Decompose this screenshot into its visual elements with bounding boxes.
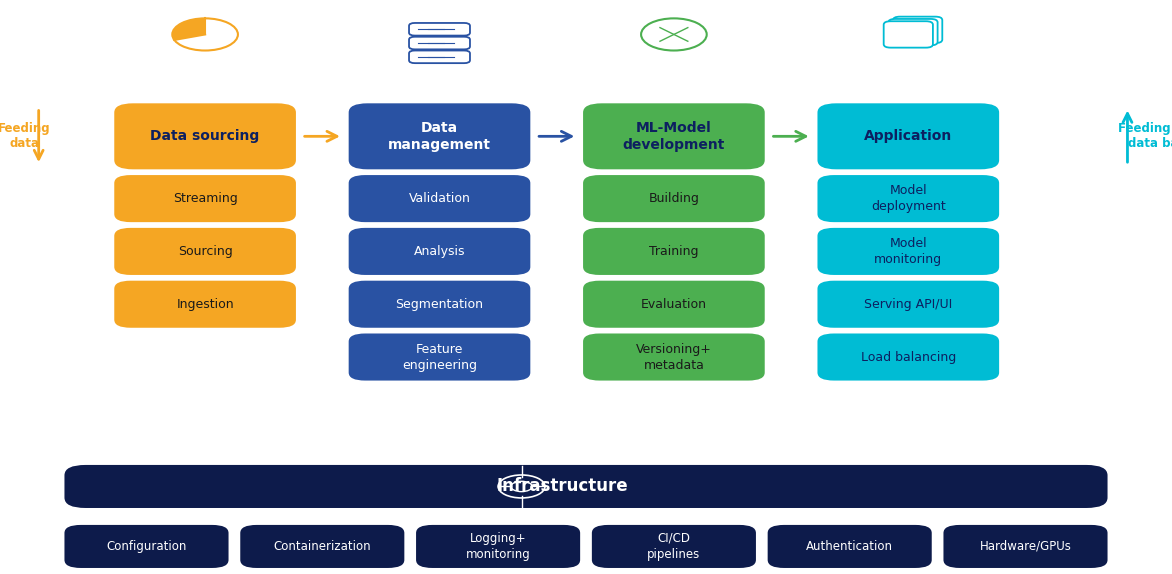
Text: Streaming: Streaming xyxy=(172,192,238,205)
FancyBboxPatch shape xyxy=(818,175,999,222)
FancyBboxPatch shape xyxy=(416,525,580,568)
Text: Ingestion: Ingestion xyxy=(176,298,234,311)
FancyBboxPatch shape xyxy=(64,465,1108,508)
FancyBboxPatch shape xyxy=(893,17,942,43)
Text: Application: Application xyxy=(864,129,953,144)
FancyBboxPatch shape xyxy=(349,103,530,169)
Text: Training: Training xyxy=(649,245,699,258)
FancyBboxPatch shape xyxy=(349,228,530,275)
FancyBboxPatch shape xyxy=(582,333,764,381)
FancyBboxPatch shape xyxy=(818,333,999,381)
Wedge shape xyxy=(172,18,205,40)
FancyBboxPatch shape xyxy=(888,19,938,45)
FancyBboxPatch shape xyxy=(818,103,999,169)
Text: Configuration: Configuration xyxy=(107,540,186,553)
FancyBboxPatch shape xyxy=(818,281,999,328)
FancyBboxPatch shape xyxy=(768,525,932,568)
FancyBboxPatch shape xyxy=(592,525,756,568)
Text: CI/CD
pipelines: CI/CD pipelines xyxy=(647,532,701,561)
FancyBboxPatch shape xyxy=(582,103,764,169)
Text: Feeding
data: Feeding data xyxy=(0,122,50,150)
FancyBboxPatch shape xyxy=(114,175,295,222)
FancyBboxPatch shape xyxy=(582,175,764,222)
Text: Logging+
monitoring: Logging+ monitoring xyxy=(465,532,531,561)
FancyBboxPatch shape xyxy=(349,175,530,222)
FancyBboxPatch shape xyxy=(240,525,404,568)
Text: Serving API/UI: Serving API/UI xyxy=(864,298,953,311)
Text: Evaluation: Evaluation xyxy=(641,298,707,311)
Text: Load balancing: Load balancing xyxy=(860,351,956,363)
Text: Data sourcing: Data sourcing xyxy=(150,129,260,144)
Text: Validation: Validation xyxy=(409,192,470,205)
FancyBboxPatch shape xyxy=(349,281,530,328)
Text: Feeding new
data back: Feeding new data back xyxy=(1118,122,1172,150)
Text: Feature
engineering: Feature engineering xyxy=(402,343,477,371)
FancyBboxPatch shape xyxy=(64,525,229,568)
FancyBboxPatch shape xyxy=(349,333,530,381)
FancyBboxPatch shape xyxy=(114,103,295,169)
Text: Analysis: Analysis xyxy=(414,245,465,258)
FancyBboxPatch shape xyxy=(818,228,999,275)
Text: ML-Model
development: ML-Model development xyxy=(622,121,725,152)
Text: Model
monitoring: Model monitoring xyxy=(874,237,942,266)
FancyBboxPatch shape xyxy=(884,21,933,48)
Text: Data
management: Data management xyxy=(388,121,491,152)
Text: Authentication: Authentication xyxy=(806,540,893,553)
Text: Sourcing: Sourcing xyxy=(178,245,232,258)
FancyBboxPatch shape xyxy=(114,281,295,328)
FancyBboxPatch shape xyxy=(582,228,764,275)
FancyBboxPatch shape xyxy=(582,281,764,328)
Text: Containerization: Containerization xyxy=(273,540,372,553)
Text: Segmentation: Segmentation xyxy=(395,298,484,311)
Text: Infrastructure: Infrastructure xyxy=(497,478,628,495)
FancyBboxPatch shape xyxy=(114,228,295,275)
Text: Versioning+
metadata: Versioning+ metadata xyxy=(636,343,711,371)
Text: Model
deployment: Model deployment xyxy=(871,184,946,213)
FancyBboxPatch shape xyxy=(943,525,1108,568)
Text: Building: Building xyxy=(648,192,700,205)
Text: Hardware/GPUs: Hardware/GPUs xyxy=(980,540,1071,553)
